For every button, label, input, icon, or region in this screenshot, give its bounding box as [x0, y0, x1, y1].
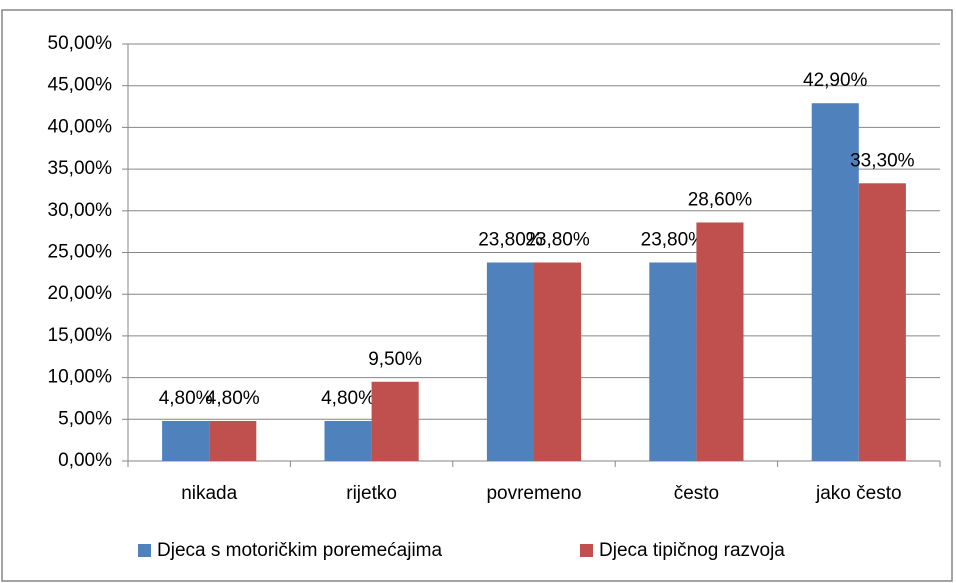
- chart-border: [1, 9, 953, 582]
- y-tick-label: 35,00%: [48, 158, 113, 179]
- y-tick-label: 5,00%: [58, 408, 112, 429]
- bar: [534, 262, 582, 461]
- data-label: 42,90%: [803, 70, 868, 91]
- data-label: 33,30%: [850, 150, 915, 171]
- data-label: 23,80%: [641, 230, 706, 251]
- legend-swatch: [138, 544, 151, 557]
- y-tick-label: 25,00%: [48, 242, 113, 263]
- y-tick-label: 30,00%: [48, 200, 113, 221]
- x-tick-label: često: [674, 483, 719, 504]
- data-label: 4,80%: [206, 388, 260, 409]
- legend-label: Djeca s motoričkim poremećajima: [157, 540, 443, 561]
- bar: [696, 222, 744, 461]
- x-tick-label: povremeno: [486, 483, 581, 504]
- bar: [324, 420, 372, 461]
- data-label: 9,50%: [368, 349, 422, 370]
- y-tick-label: 40,00%: [48, 116, 113, 137]
- bar: [162, 420, 210, 461]
- y-tick-label: 0,00%: [58, 450, 112, 471]
- bar: [811, 103, 859, 462]
- legend-label: Djeca tipičnog razvoja: [599, 540, 785, 561]
- data-label: 23,80%: [525, 230, 590, 251]
- y-tick-label: 15,00%: [48, 325, 113, 346]
- data-label: 28,60%: [688, 189, 753, 210]
- y-tick-label: 20,00%: [48, 283, 113, 304]
- y-tick-label: 10,00%: [48, 367, 113, 388]
- data-label: 23,80%: [478, 230, 543, 251]
- data-label: 4,80%: [159, 388, 213, 409]
- data-label: 4,80%: [321, 388, 375, 409]
- bar: [371, 381, 419, 461]
- bar: [649, 262, 697, 461]
- x-tick-label: nikada: [181, 483, 237, 504]
- bar: [858, 183, 906, 461]
- x-tick-label: jako često: [815, 483, 902, 504]
- x-tick-label: rijetko: [346, 483, 397, 504]
- y-tick-label: 50,00%: [48, 33, 113, 54]
- bar: [486, 262, 534, 461]
- bar: [209, 420, 257, 461]
- legend-swatch: [580, 544, 593, 557]
- y-tick-label: 45,00%: [48, 75, 113, 96]
